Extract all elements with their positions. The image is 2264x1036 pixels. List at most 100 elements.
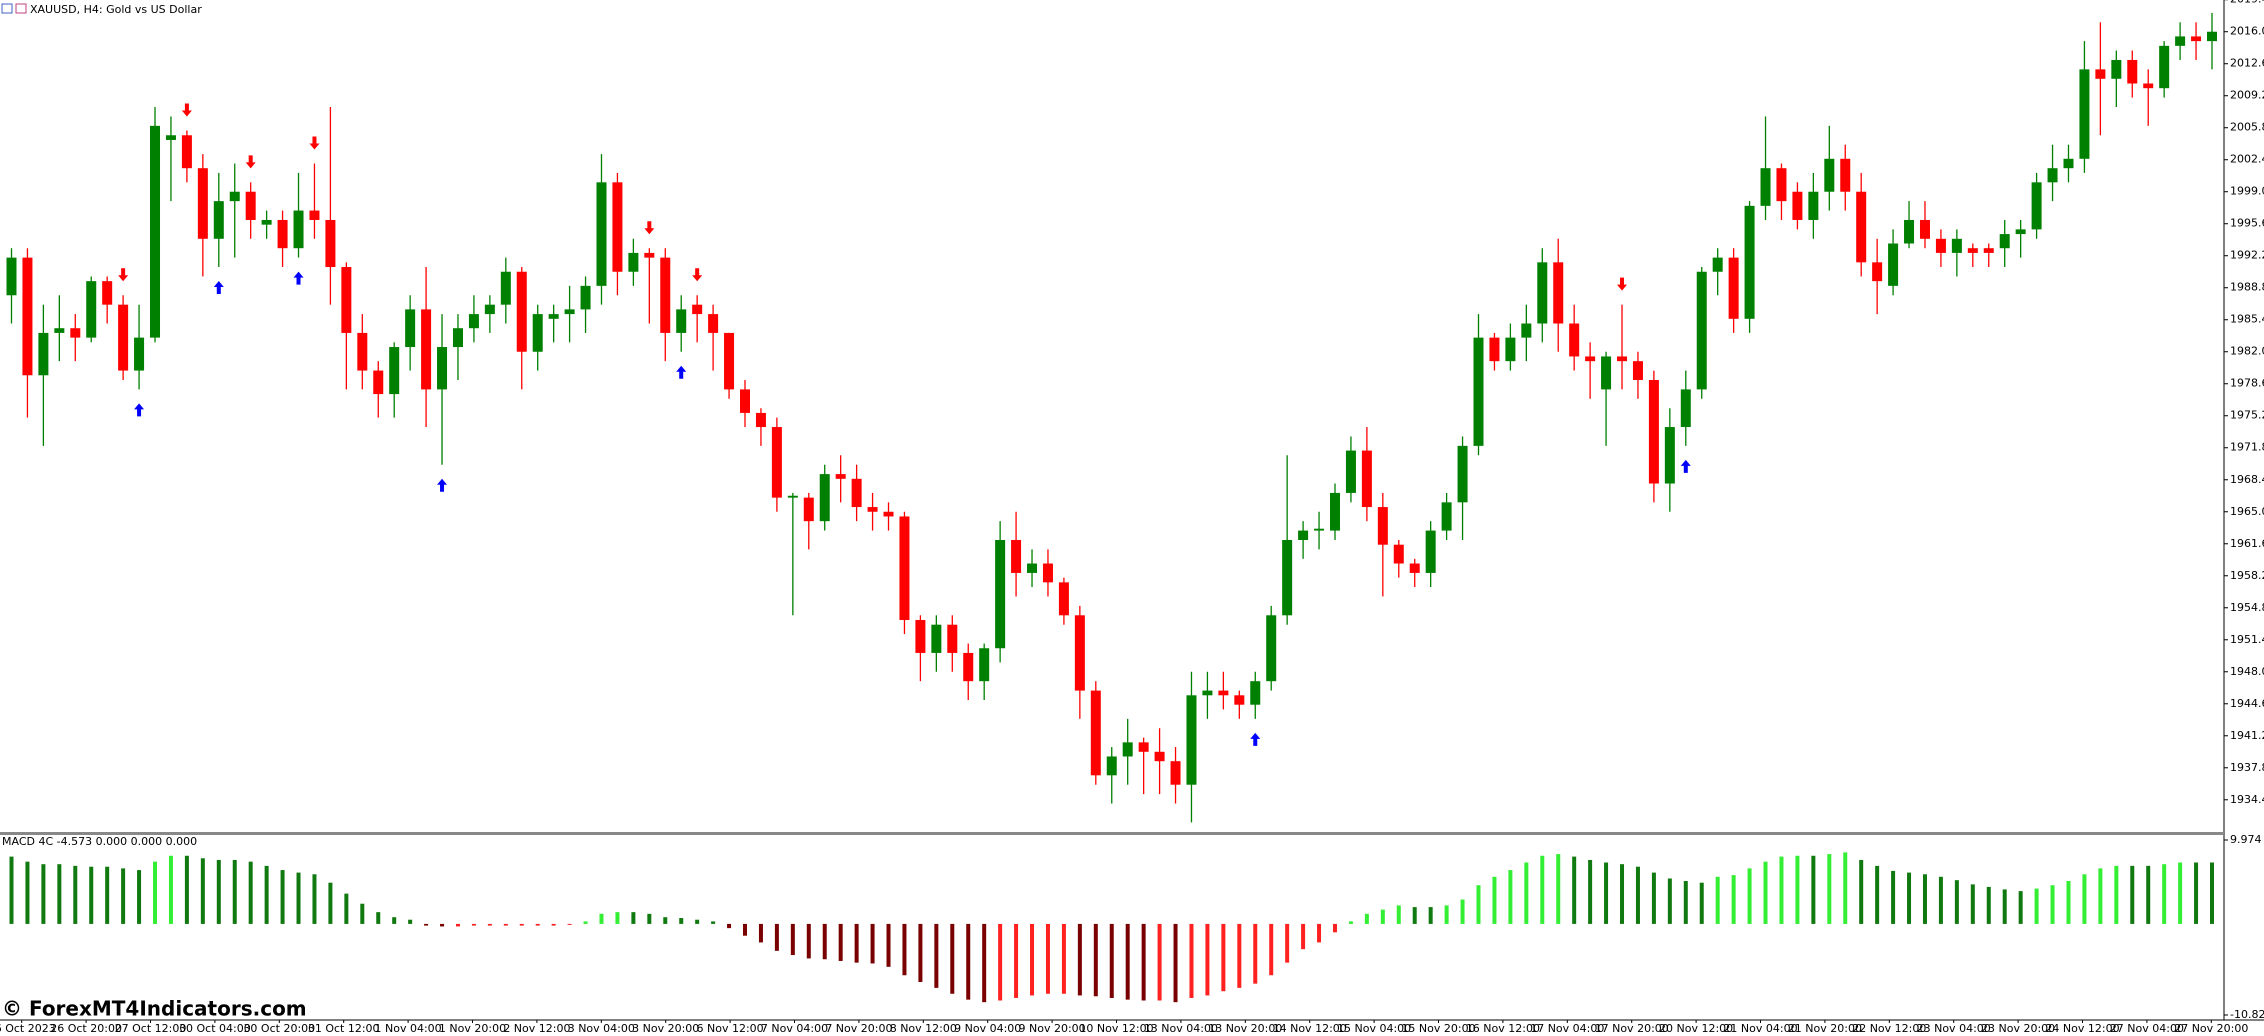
candle-body <box>1840 158 1851 192</box>
macd-bar <box>455 923 460 927</box>
macd-bar <box>2018 891 2023 924</box>
candle-body <box>1951 238 1962 253</box>
candle-body <box>1824 158 1835 192</box>
menu-icon[interactable] <box>1 3 13 14</box>
y-tick-label: 1988.80 <box>2230 281 2264 294</box>
candle-body <box>437 347 448 390</box>
candle-body <box>1999 234 2010 249</box>
macd-bar <box>806 923 811 959</box>
candle-body <box>803 497 814 522</box>
candle-body <box>309 210 320 220</box>
x-tick-label: 17 Nov 04:00 <box>1530 1022 1604 1035</box>
candle-body <box>1744 205 1755 319</box>
candle-body <box>1967 248 1978 253</box>
x-tick-label: 30 Oct 20:00 <box>243 1022 315 1035</box>
y-tick-label: 1961.60 <box>2230 537 2264 550</box>
candle-body <box>851 478 862 508</box>
candle-body <box>2031 182 2042 230</box>
x-tick-label: 7 Nov 20:00 <box>825 1022 892 1035</box>
y-tick-label: 2016.00 <box>2230 25 2264 38</box>
macd-bar <box>392 917 397 924</box>
candle-body <box>819 474 830 522</box>
macd-bar <box>360 903 365 924</box>
macd-bar <box>790 923 795 956</box>
x-tick-label: 23 Nov 20:00 <box>1981 1022 2055 1035</box>
macd-bar <box>1954 880 1959 924</box>
macd-bar <box>2114 865 2119 924</box>
candle-body <box>947 624 958 653</box>
sell-arrow <box>245 155 256 169</box>
macd-bar <box>998 923 1003 1001</box>
macd-bar <box>1237 923 1242 988</box>
candle-body <box>2111 59 2122 79</box>
candle-body <box>1122 742 1133 757</box>
candle-body <box>1792 191 1803 220</box>
candle-body <box>1760 168 1771 206</box>
candle-body <box>1856 191 1867 263</box>
x-tick-label: 9 Nov 04:00 <box>954 1022 1021 1035</box>
candle-body <box>1983 248 1994 253</box>
candle-body <box>1808 191 1819 220</box>
macd-bar <box>535 923 540 926</box>
candle-body <box>1186 695 1197 785</box>
macd-bar <box>1125 923 1130 1000</box>
macd-bar <box>1285 923 1290 963</box>
candle-body <box>644 252 655 258</box>
macd-bar <box>1460 899 1465 924</box>
macd-bar <box>9 856 14 924</box>
x-tick-label: 1 Nov 04:00 <box>375 1022 442 1035</box>
candle-body <box>2063 158 2074 169</box>
macd-bar <box>1428 907 1433 924</box>
candle-body <box>325 219 336 268</box>
candle-body <box>660 257 671 333</box>
macd-bar <box>1938 876 1943 924</box>
macd-bar <box>1061 923 1066 994</box>
buy-arrow <box>1250 732 1261 746</box>
chart-icon[interactable] <box>15 3 27 14</box>
y-tick-label: 1948.00 <box>2230 665 2264 678</box>
x-tick-label: 15 Nov 20:00 <box>1401 1022 1475 1035</box>
sell-arrow <box>118 268 129 282</box>
candle-body <box>357 332 368 371</box>
candle-body <box>1521 323 1532 338</box>
candle-body <box>1425 530 1436 573</box>
x-tick-label: 26 Oct 2023 <box>0 1022 56 1035</box>
candle-body <box>1473 337 1484 446</box>
macd-bar <box>2194 862 2199 924</box>
macd-bar <box>1524 862 1529 924</box>
buy-arrow <box>134 403 145 417</box>
y-tick-label: 1999.00 <box>2230 185 2264 198</box>
candle-body <box>1027 563 1038 573</box>
macd-bar <box>567 923 572 925</box>
candle-body <box>1074 615 1085 691</box>
candle-body <box>548 314 559 319</box>
macd-bar <box>519 923 524 926</box>
macd-bar <box>1364 913 1369 924</box>
macd-bar <box>1412 907 1417 924</box>
candle-body <box>341 267 352 333</box>
candle-body <box>2127 59 2138 84</box>
candle-body <box>165 135 176 140</box>
candle-body <box>1489 337 1500 362</box>
macd-bar <box>184 855 189 924</box>
macd-bar <box>1763 861 1768 924</box>
macd-bar <box>296 872 301 924</box>
indicator-tick-label: 9.974 <box>2230 833 2262 846</box>
x-tick-label: 15 Nov 04:00 <box>1337 1022 1411 1035</box>
macd-bar <box>2146 865 2151 924</box>
macd-bar <box>1045 923 1050 994</box>
macd-bar <box>1731 875 1736 924</box>
candle-body <box>1919 219 1930 239</box>
candle-body <box>1537 262 1548 324</box>
x-tick-label: 26 Oct 20:00 <box>50 1022 122 1035</box>
buy-arrow <box>213 281 224 295</box>
macd-bar <box>822 923 827 960</box>
candle-body <box>373 370 384 395</box>
macd-bar <box>1540 855 1545 924</box>
x-tick-label: 2 Nov 12:00 <box>503 1022 570 1035</box>
macd-bar <box>2002 889 2007 924</box>
macd-bar <box>1189 923 1194 998</box>
candle-body <box>835 474 846 479</box>
macd-bar <box>711 921 716 924</box>
candle-body <box>1712 257 1723 272</box>
